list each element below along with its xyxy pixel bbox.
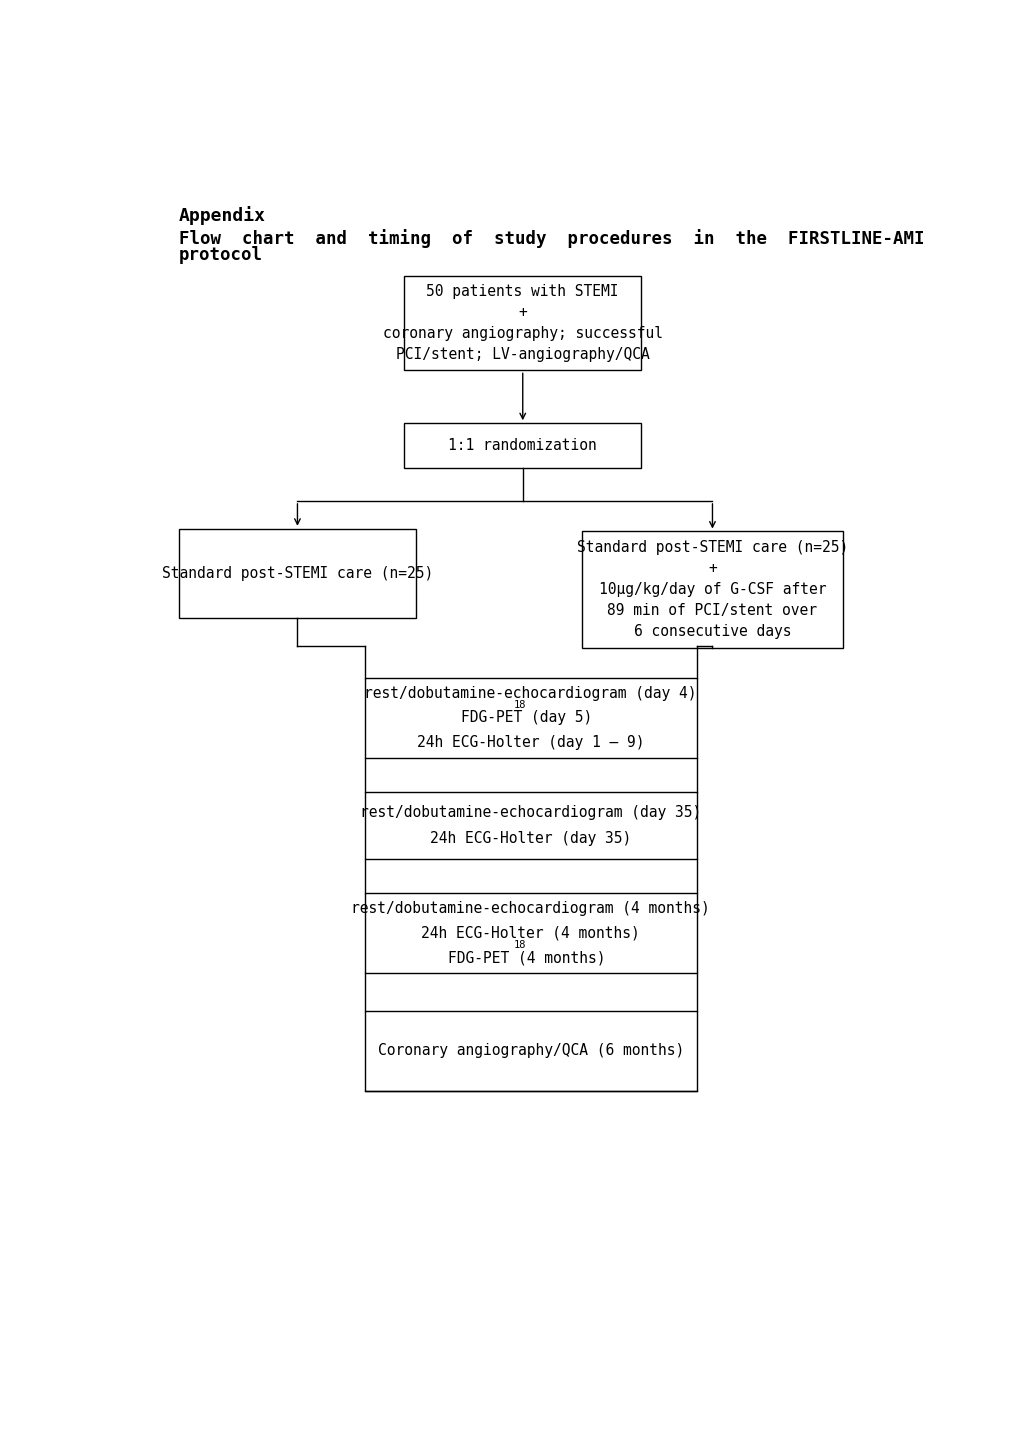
Text: rest/dobutamine-echocardiogram (day 4): rest/dobutamine-echocardiogram (day 4)	[364, 685, 696, 701]
Bar	[365, 678, 696, 758]
Text: Flow  chart  and  timing  of  study  procedures  in  the  FIRSTLINE-AMI: Flow chart and timing of study procedure…	[178, 228, 923, 248]
Text: 18: 18	[513, 700, 526, 710]
Text: 24h ECG-Holter (4 months): 24h ECG-Holter (4 months)	[421, 925, 639, 941]
Text: Standard post-STEMI care (n=25): Standard post-STEMI care (n=25)	[162, 566, 433, 580]
Bar	[404, 276, 641, 371]
Text: 50 patients with STEMI
+
coronary angiography; successful
PCI/stent; LV-angiogra: 50 patients with STEMI + coronary angiog…	[382, 284, 662, 362]
Text: rest/dobutamine-echocardiogram (day 35): rest/dobutamine-echocardiogram (day 35)	[360, 805, 701, 820]
Bar	[178, 528, 416, 618]
Text: protocol: protocol	[178, 247, 263, 264]
Bar	[582, 531, 842, 648]
Text: 18: 18	[513, 939, 526, 949]
Bar	[365, 792, 696, 859]
Bar	[365, 1012, 696, 1091]
Text: Appendix: Appendix	[178, 206, 266, 225]
Bar	[365, 893, 696, 973]
Text: FDG-PET (day 5): FDG-PET (day 5)	[461, 710, 592, 724]
Text: Coronary angiography/QCA (6 months): Coronary angiography/QCA (6 months)	[377, 1043, 683, 1058]
Bar	[404, 423, 641, 468]
Text: 24h ECG-Holter (day 1 – 9): 24h ECG-Holter (day 1 – 9)	[417, 734, 644, 749]
Text: 24h ECG-Holter (day 35): 24h ECG-Holter (day 35)	[430, 831, 631, 846]
Text: Standard post-STEMI care (n=25)
+
10µg/kg/day of G-CSF after
89 min of PCI/stent: Standard post-STEMI care (n=25) + 10µg/k…	[577, 540, 847, 639]
Text: 1:1 randomization: 1:1 randomization	[448, 437, 596, 453]
Text: FDG-PET (4 months): FDG-PET (4 months)	[447, 949, 605, 965]
Text: rest/dobutamine-echocardiogram (4 months): rest/dobutamine-echocardiogram (4 months…	[351, 902, 709, 916]
